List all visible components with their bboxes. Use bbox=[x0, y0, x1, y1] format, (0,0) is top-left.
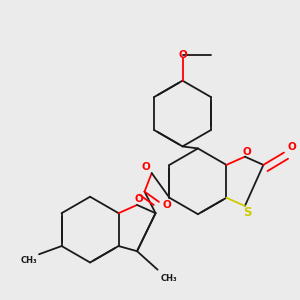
Text: O: O bbox=[163, 200, 172, 210]
Text: O: O bbox=[288, 142, 296, 152]
Text: O: O bbox=[135, 194, 143, 204]
Text: CH₃: CH₃ bbox=[20, 256, 37, 265]
Text: O: O bbox=[178, 50, 187, 60]
Text: S: S bbox=[243, 206, 251, 219]
Text: O: O bbox=[141, 162, 150, 172]
Text: CH₃: CH₃ bbox=[161, 274, 177, 283]
Text: O: O bbox=[243, 146, 251, 157]
